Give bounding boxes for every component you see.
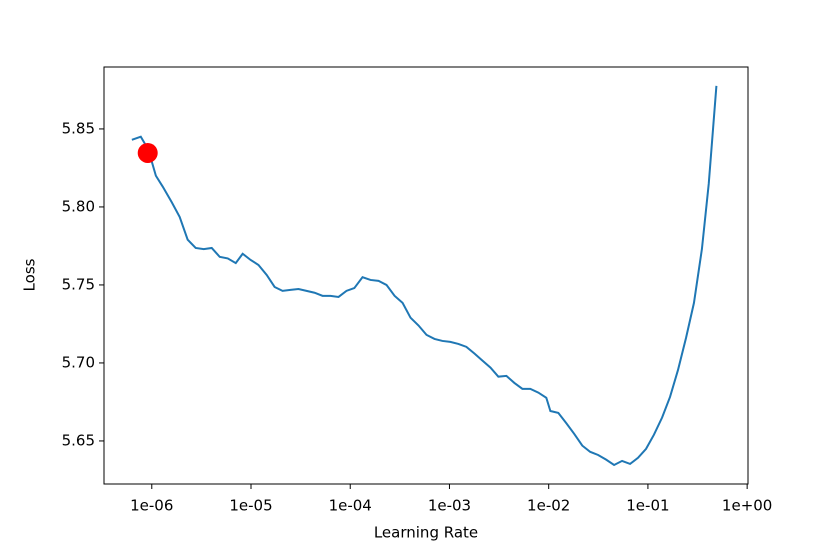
x-tick-label: 1e-01 [626, 497, 669, 515]
suggested-point [137, 142, 158, 163]
x-tick-label: 1e-04 [329, 497, 372, 515]
plot-frame [103, 66, 749, 485]
loss-line [131, 85, 718, 467]
y-tick-label: 5.70 [62, 353, 95, 371]
x-tick-label: 1e+00 [722, 497, 772, 515]
x-axis-label: Learning Rate [374, 524, 478, 542]
y-axis-label: Loss [21, 258, 39, 291]
x-tick-label: 1e-02 [527, 497, 570, 515]
x-tick-label: 1e-05 [229, 497, 272, 515]
x-tick-label: 1e-06 [130, 497, 173, 515]
y-tick-label: 5.85 [62, 119, 95, 137]
x-tick-label: 1e-03 [428, 497, 471, 515]
y-tick-label: 5.65 [62, 431, 95, 449]
y-tick-label: 5.80 [62, 197, 95, 215]
y-tick-label: 5.75 [62, 275, 95, 293]
